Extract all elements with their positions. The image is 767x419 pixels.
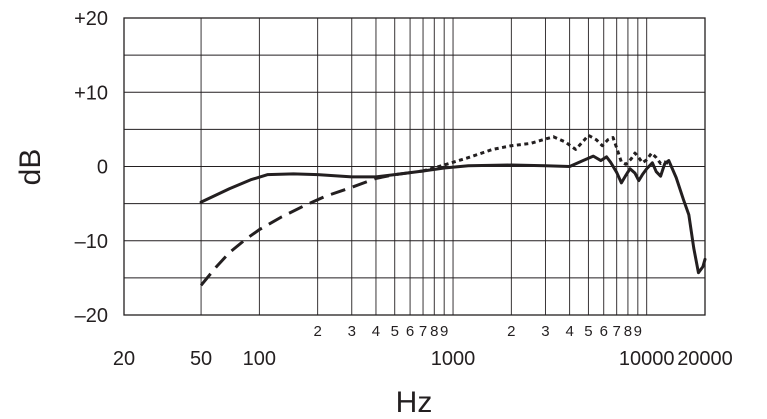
chart-grid [124, 18, 705, 315]
x-minor-tick-label: 4 [372, 323, 380, 340]
series-line-dotted [422, 133, 670, 173]
series-line-solid [199, 154, 707, 275]
x-tick-label: 50 [190, 348, 212, 370]
x-minor-tick-label: 9 [634, 323, 642, 340]
y-tick-label: –10 [75, 231, 108, 253]
plot-area-frame [123, 17, 706, 316]
x-axis-label: Hz [396, 386, 433, 419]
x-tick-label: 1000 [431, 348, 476, 370]
y-axis-label: dB [14, 149, 47, 186]
x-minor-tick-label: 3 [541, 323, 549, 340]
chart-series [199, 133, 707, 287]
y-tick-label: –20 [75, 305, 108, 327]
x-minor-tick-label: 4 [565, 323, 573, 340]
x-minor-tick-label: 8 [430, 323, 438, 340]
x-minor-tick-label: 3 [348, 323, 356, 340]
x-minor-tick-label: 2 [313, 323, 321, 340]
y-tick-label: 0 [97, 157, 108, 179]
y-tick-label: +20 [74, 8, 108, 30]
x-minor-tick-label: 6 [600, 323, 608, 340]
y-axis-ticks: +20 +10 0 –10 –20 [74, 8, 108, 327]
x-minor-tick-label: 2 [507, 323, 515, 340]
x-minor-tick-label: 7 [419, 323, 427, 340]
x-minor-tick-label: 7 [613, 323, 621, 340]
x-minor-tick-label: 6 [406, 323, 414, 340]
x-tick-label: 20 [113, 348, 135, 370]
x-minor-tick-label: 9 [440, 323, 448, 340]
x-tick-label: 100 [243, 348, 276, 370]
x-tick-label: 10000 [619, 348, 675, 370]
series-line-dashed [199, 169, 424, 287]
x-minor-tick-label: 5 [584, 323, 592, 340]
y-tick-label: +10 [74, 82, 108, 104]
x-tick-label: 20000 [677, 348, 733, 370]
x-minor-tick-label: 5 [391, 323, 399, 340]
x-minor-tick-label: 8 [624, 323, 632, 340]
